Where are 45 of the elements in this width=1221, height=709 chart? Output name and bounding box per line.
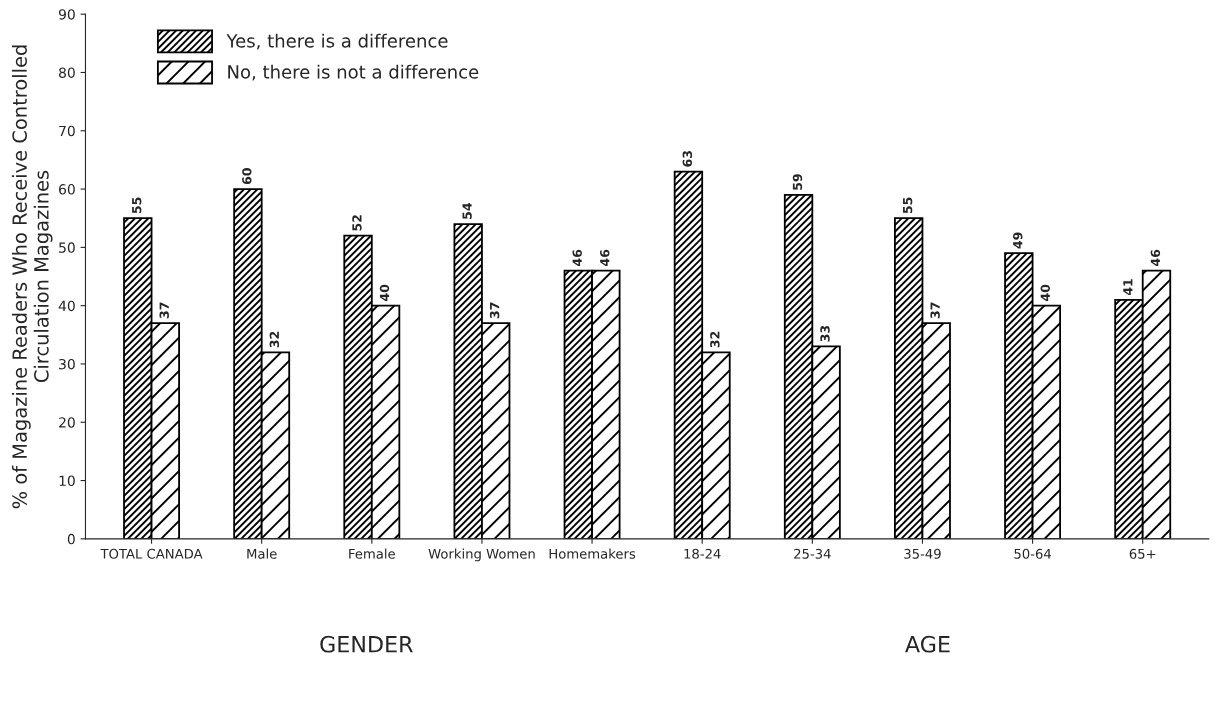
x-tick-label: 25-34 bbox=[794, 548, 831, 559]
data-label: 37 bbox=[159, 302, 169, 319]
legend-label: Yes, there is a difference bbox=[226, 33, 448, 50]
y-axis-title: % of Magazine Readers Who Receive Controlled Circulation Magazines bbox=[11, 45, 53, 509]
data-label: 52 bbox=[352, 215, 362, 231]
text: AGE bbox=[905, 635, 950, 653]
x-tick-label: 18-24 bbox=[684, 548, 721, 559]
data-label: 37 bbox=[930, 302, 940, 319]
x-tick-label: 65+ bbox=[1129, 548, 1156, 559]
data-label: 59 bbox=[792, 174, 803, 190]
data-label: 32 bbox=[269, 331, 280, 348]
data-label: 54 bbox=[462, 203, 472, 219]
data-label: 46 bbox=[600, 249, 610, 266]
data-label: 55 bbox=[903, 197, 913, 214]
y-tick-label: 40 bbox=[58, 300, 75, 312]
y-tick-label: 20 bbox=[59, 417, 75, 428]
data-label: 49 bbox=[1013, 232, 1023, 249]
data-label: 46 bbox=[1150, 249, 1161, 266]
data-label: 40 bbox=[1040, 284, 1050, 301]
y-tick-label: 10 bbox=[59, 475, 75, 487]
x-tick-label: 50-64 bbox=[1014, 548, 1052, 559]
data-label: 60 bbox=[242, 168, 252, 185]
data-label: 46 bbox=[572, 249, 582, 266]
legend-label: No, there is not a difference bbox=[228, 64, 479, 81]
x-tick-label: TOTAL CANADA bbox=[100, 548, 203, 559]
y-tick-label: 50 bbox=[59, 242, 75, 253]
data-label: 63 bbox=[682, 151, 693, 167]
data-label: 40 bbox=[379, 284, 390, 301]
y-tick-label: 60 bbox=[59, 184, 75, 195]
y-tick-label: 80 bbox=[59, 67, 75, 78]
y-tick-label: 90 bbox=[58, 9, 75, 20]
y-tick-label: 30 bbox=[59, 358, 75, 370]
x-tick-label: Homemakers bbox=[549, 548, 636, 559]
text: GENDER bbox=[320, 635, 413, 653]
data-label: 41 bbox=[1123, 279, 1133, 296]
y-tick-label: 70 bbox=[59, 125, 75, 137]
x-tick-label: Male bbox=[247, 548, 277, 559]
data-label: 37 bbox=[489, 302, 500, 319]
data-label: 33 bbox=[820, 325, 830, 342]
x-tick-label: Working Women bbox=[428, 548, 535, 562]
data-label: 32 bbox=[710, 331, 720, 348]
x-tick-label: 35-49 bbox=[904, 548, 941, 559]
x-tick-label: Female bbox=[349, 548, 395, 559]
data-label: 55 bbox=[132, 197, 142, 214]
y-tick-label: 0 bbox=[67, 533, 75, 545]
